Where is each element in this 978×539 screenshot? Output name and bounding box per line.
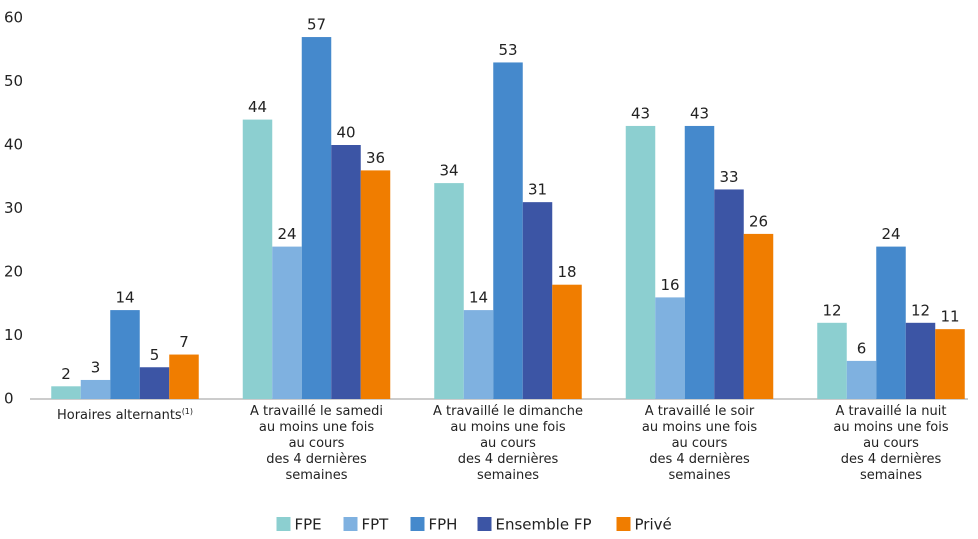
legend-label: Ensemble FP <box>496 516 592 534</box>
legend-label: FPE <box>295 516 322 534</box>
data-label: 43 <box>690 104 709 122</box>
data-label: 11 <box>940 308 959 326</box>
y-tick-label: 50 <box>4 72 23 90</box>
bar <box>169 354 199 399</box>
x-tick-label: A travaillé la nuit au moins une fois au… <box>796 404 978 484</box>
legend-label: FPH <box>429 516 458 534</box>
bar <box>110 310 140 399</box>
x-tick-text: A travaillé le samedi au moins une fois … <box>249 404 384 483</box>
x-tick-text: A travaillé le dimanche au moins une foi… <box>433 404 583 483</box>
data-label: 14 <box>115 289 134 307</box>
bar <box>331 145 361 399</box>
bar <box>684 125 715 399</box>
data-label: 6 <box>857 339 867 357</box>
bar <box>655 297 685 399</box>
y-tick-label: 30 <box>4 199 23 217</box>
bar <box>301 37 332 400</box>
data-label: 24 <box>881 225 900 243</box>
bar <box>876 246 906 399</box>
bar <box>846 360 877 399</box>
legend-swatch <box>410 517 425 531</box>
bar <box>935 329 965 399</box>
data-label: 2 <box>61 365 71 383</box>
bar <box>51 386 81 399</box>
data-label: 26 <box>749 212 768 230</box>
bar <box>817 322 847 399</box>
legend-label: FPT <box>362 516 390 534</box>
data-label: 12 <box>822 301 841 319</box>
data-label: 18 <box>557 263 576 281</box>
legend-label: Privé <box>635 516 672 534</box>
data-label: 43 <box>631 104 650 122</box>
bar <box>434 183 464 399</box>
bar <box>80 379 111 399</box>
bar <box>552 284 582 399</box>
data-label: 7 <box>179 333 189 351</box>
data-label: 34 <box>439 162 458 180</box>
y-tick-label: 10 <box>4 326 23 344</box>
data-label: 36 <box>366 149 385 167</box>
data-label: 31 <box>528 181 547 199</box>
bar <box>360 170 391 399</box>
bar <box>272 246 302 399</box>
bar <box>714 189 744 399</box>
data-label: 57 <box>307 16 326 34</box>
x-tick-text: A travaillé la nuit au moins une fois au… <box>833 404 949 483</box>
data-label: 5 <box>150 346 160 364</box>
x-tick-label: Horaires alternants(1) <box>30 404 220 424</box>
y-tick-label: 0 <box>4 390 14 408</box>
bar <box>139 367 170 399</box>
x-tick-label: A travaillé le dimanche au moins une foi… <box>413 404 603 484</box>
legend-swatch <box>276 517 291 531</box>
legend-swatch <box>343 517 358 531</box>
data-label: 3 <box>91 358 101 376</box>
bar <box>625 125 656 399</box>
x-tick-text: Horaires alternants <box>56 408 182 423</box>
data-label: 40 <box>336 124 355 142</box>
bar <box>242 119 273 399</box>
y-tick-label: 40 <box>4 136 23 154</box>
legend-swatch <box>616 517 631 531</box>
y-tick-label: 60 <box>4 9 23 27</box>
legend-swatch <box>477 517 492 531</box>
data-label: 53 <box>498 41 517 59</box>
bar <box>522 202 553 399</box>
bar <box>743 233 774 399</box>
data-label: 24 <box>277 225 296 243</box>
bar <box>493 62 523 399</box>
data-label: 44 <box>248 98 267 116</box>
data-label: 16 <box>660 276 679 294</box>
y-tick-label: 20 <box>4 263 23 281</box>
bar <box>905 322 936 399</box>
data-label: 33 <box>719 168 738 186</box>
bar <box>463 310 494 399</box>
x-tick-text: A travaillé le soir au moins une fois au… <box>641 404 758 483</box>
footnote-marker: (1) <box>181 407 194 416</box>
x-tick-label: A travaillé le soir au moins une fois au… <box>605 404 795 484</box>
data-label: 12 <box>911 301 930 319</box>
x-tick-label: A travaillé le samedi au moins une fois … <box>222 404 412 484</box>
data-label: 14 <box>469 289 488 307</box>
